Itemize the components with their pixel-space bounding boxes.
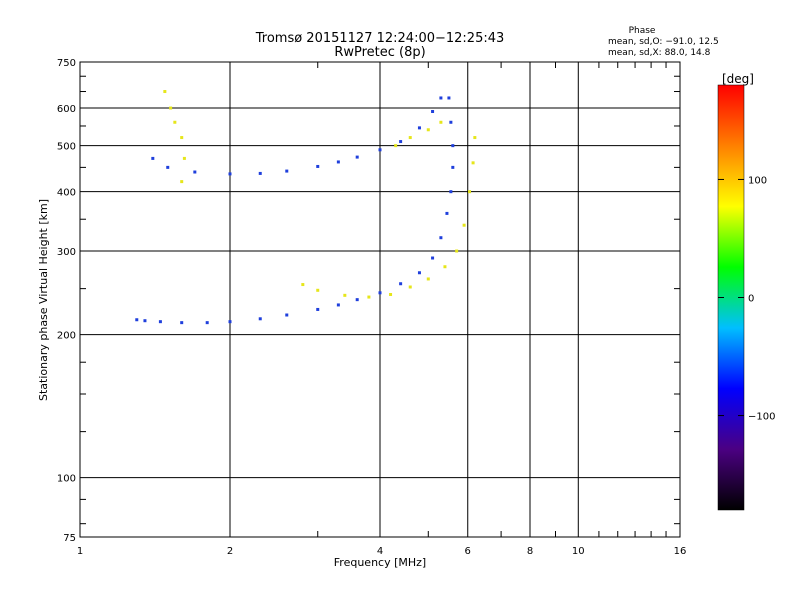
echo-point — [285, 169, 289, 173]
echo-point — [378, 148, 382, 152]
data-points — [135, 90, 477, 325]
echo-point — [163, 90, 167, 94]
echo-point — [258, 317, 262, 321]
x-tick-label: 1 — [77, 546, 83, 557]
echo-point — [355, 155, 359, 159]
echo-point — [205, 321, 209, 325]
echo-point — [399, 282, 403, 286]
y-tick-label: 750 — [57, 58, 76, 69]
echo-point — [468, 190, 472, 194]
y-tick-label: 600 — [57, 104, 76, 115]
echo-point — [445, 211, 449, 215]
echo-point — [169, 106, 173, 110]
echo-point — [439, 96, 443, 100]
echo-point — [173, 120, 177, 124]
echo-point — [439, 120, 443, 124]
echo-point — [316, 307, 320, 311]
x-axis-label: Frequency [MHz] — [334, 556, 426, 569]
echo-point — [431, 109, 435, 113]
echo-point — [408, 136, 412, 140]
echo-point — [166, 165, 170, 169]
echo-point — [336, 303, 340, 307]
chart-title: Tromsø 20151127 12:24:00−12:25:43 — [255, 31, 505, 46]
echo-point — [378, 291, 382, 295]
colorbar-tick-label: 100 — [748, 175, 767, 186]
echo-point — [301, 283, 305, 287]
plot-area: 1 2 4 6 8 10 16 75 100 200 300 400 500 600 750 — [57, 58, 686, 557]
echo-point — [343, 293, 347, 297]
echo-point — [151, 156, 155, 160]
echo-point — [180, 180, 184, 184]
echo-point — [180, 136, 184, 140]
echo-point — [316, 288, 320, 292]
echo-point — [158, 320, 162, 324]
echo-point — [455, 249, 459, 253]
echo-point — [316, 164, 320, 168]
phase-note-line2: mean, sd,X: 88.0, 14.8 — [608, 48, 711, 58]
echo-point — [367, 295, 371, 299]
echo-point — [355, 298, 359, 302]
echo-point — [336, 160, 340, 164]
y-axis-label: Stationary phase Virtual Height [km] — [37, 199, 50, 401]
x-tick-label: 10 — [572, 546, 585, 557]
y-tick-label: 200 — [57, 331, 76, 342]
echo-point — [471, 161, 475, 165]
echo-point — [258, 171, 262, 175]
echo-point — [228, 320, 232, 324]
phase-note-title: Phase — [629, 26, 656, 36]
y-tick-label: 400 — [57, 188, 76, 199]
echo-point — [193, 170, 197, 174]
echo-point — [449, 190, 453, 194]
echo-point — [394, 144, 398, 148]
y-tick-label: 100 — [57, 474, 76, 485]
phase-note-line1: mean, sd,O: −91.0, 12.5 — [608, 37, 719, 47]
echo-point — [473, 136, 477, 140]
echo-point — [417, 271, 421, 275]
chart-subtitle: RwPretec (8p) — [334, 45, 425, 60]
echo-point — [143, 319, 147, 323]
echo-point — [443, 265, 447, 269]
echo-point — [228, 172, 232, 176]
echo-point — [451, 165, 455, 169]
echo-point — [399, 140, 403, 144]
echo-point — [439, 236, 443, 240]
echo-point — [408, 285, 412, 289]
echo-point — [447, 96, 451, 100]
y-tick-label: 300 — [57, 247, 76, 258]
grid-lines — [80, 62, 680, 537]
x-tick-label: 8 — [527, 546, 533, 557]
colorbar-label: [deg] — [722, 72, 754, 86]
x-tick-label: 6 — [465, 546, 471, 557]
echo-point — [180, 321, 184, 325]
echo-point — [462, 223, 466, 227]
x-tick-label: 2 — [227, 546, 233, 557]
echo-point — [451, 144, 455, 148]
echo-point — [285, 313, 289, 317]
echo-point — [389, 292, 393, 296]
x-tick-label: 16 — [674, 546, 687, 557]
echo-point — [431, 256, 435, 260]
echo-point — [449, 120, 453, 124]
x-tick-label: 4 — [377, 546, 383, 557]
axis-ticks: 1 2 4 6 8 10 16 75 100 200 300 400 500 600 750 — [57, 58, 686, 557]
colorbar-tick-label: −100 — [748, 412, 775, 423]
y-tick-label: 500 — [57, 142, 76, 153]
colorbar-tick-label: 0 — [748, 294, 754, 305]
colorbar-ticks: 100 0 −100 — [718, 175, 775, 423]
echo-point — [426, 277, 430, 281]
y-tick-label: 75 — [63, 533, 76, 544]
echo-point — [426, 128, 430, 132]
echo-point — [417, 126, 421, 130]
echo-point — [135, 318, 139, 322]
echo-point — [182, 156, 186, 160]
